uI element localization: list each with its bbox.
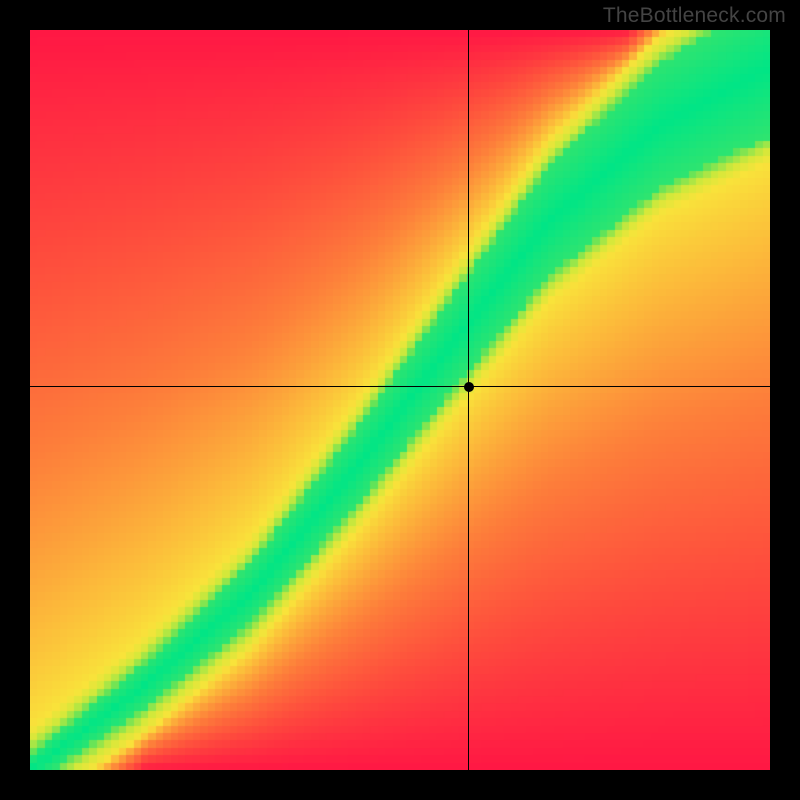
crosshair-horizontal <box>30 386 770 387</box>
stage: TheBottleneck.com <box>0 0 800 800</box>
crosshair-vertical <box>468 30 469 770</box>
plot-frame <box>30 30 770 770</box>
attribution-text: TheBottleneck.com <box>603 4 786 28</box>
heatmap-canvas <box>30 30 770 770</box>
marker-dot <box>464 382 474 392</box>
